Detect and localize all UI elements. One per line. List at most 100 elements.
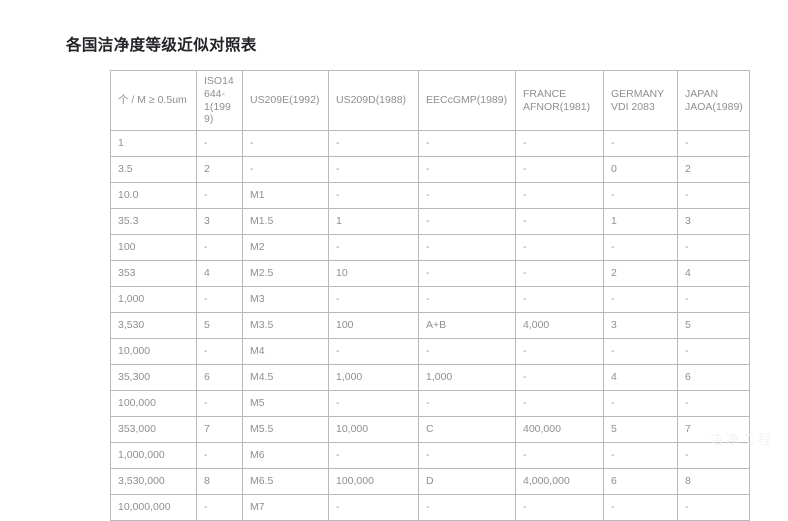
table-cell: 4	[196, 260, 243, 288]
table-cell: 1,000	[418, 364, 516, 392]
table-cell: -	[515, 286, 604, 314]
table-cell: -	[603, 130, 678, 158]
row-label-cell: 100	[110, 234, 197, 262]
table-cell: 1,000	[328, 364, 419, 392]
page-title: 各国洁净度等级近似对照表	[66, 37, 257, 55]
table-cell: M4.5	[242, 364, 329, 392]
table-cell: -	[515, 494, 604, 521]
table-row: 3.5 2- - - -0 2	[110, 156, 750, 184]
table-cell: -	[418, 390, 516, 418]
table-cell: -	[418, 286, 516, 314]
table-cell: -	[677, 182, 750, 210]
table-cell: -	[196, 286, 243, 314]
table-cell: D	[418, 468, 516, 496]
table-cell: 2	[196, 156, 243, 184]
row-label-cell: 3.5	[110, 156, 197, 184]
table-cell: -	[603, 182, 678, 210]
table-cell: M6.5	[242, 468, 329, 496]
column-header-1: ISO14644-1(1999)	[196, 69, 243, 132]
table-cell: -	[603, 390, 678, 418]
table-cell: 2	[677, 156, 750, 184]
table-cell: -	[515, 208, 604, 236]
table-cell: -	[328, 286, 419, 314]
table-row: 353,000 7 M5.5 10,000 C 400,000 5 7	[110, 416, 750, 444]
table-row: 1,000,000- M6- - - - -	[110, 442, 750, 470]
table-row: 3,530,000 8 M6.5 100,000 D 4,000,000 6 8	[110, 468, 750, 496]
table-cell: 6	[677, 364, 750, 392]
column-header-0: 个 / M ≥ 0.5um	[110, 69, 197, 132]
table-cell: 100	[328, 312, 419, 340]
table-cell: -	[677, 338, 750, 366]
table-cell: -	[515, 182, 604, 210]
table-cell: 6	[603, 468, 678, 496]
row-label-cell: 10,000,000	[110, 494, 197, 521]
table-cell: -	[515, 260, 604, 288]
table-cell: -	[328, 182, 419, 210]
table-cell: -	[515, 338, 604, 366]
table-cell: -	[515, 390, 604, 418]
table-cell: -	[515, 364, 604, 392]
table-row: 35,300 6 M4.5 1,000 1,000-4 6	[110, 364, 750, 392]
table-cell: -	[418, 260, 516, 288]
row-label-cell: 10,000	[110, 338, 197, 366]
table-row: 1,000- M3- - - - -	[110, 286, 750, 314]
column-header-7: JAPAN JAOA(1989)	[677, 69, 750, 132]
table-cell: M1	[242, 182, 329, 210]
table-row: 1-------	[110, 130, 750, 158]
table-row: 10,000- M4- - - - -	[110, 338, 750, 366]
table-cell: 3	[677, 208, 750, 236]
table-container: 个 / M ≥ 0.5um ISO14644-1(1999) US209E(1992…	[110, 69, 750, 521]
table-cell: M5.5	[242, 416, 329, 444]
table-cell: 4	[603, 364, 678, 392]
column-header-2: US209E(1992)	[242, 69, 329, 132]
table-cell: 6	[196, 364, 243, 392]
table-cell: 1	[603, 208, 678, 236]
table-cell: -	[328, 156, 419, 184]
table-cell: 8	[677, 468, 750, 496]
table-cell: 8	[196, 468, 243, 496]
table-cell: -	[196, 338, 243, 366]
table-cell: -	[418, 338, 516, 366]
table-cell: -	[328, 234, 419, 262]
table-row: 100,000- M5- - - - -	[110, 390, 750, 418]
table-cell: M2	[242, 234, 329, 262]
table-cell: -	[328, 338, 419, 366]
table-cell: -	[196, 390, 243, 418]
table-cell: 10	[328, 260, 419, 288]
table-cell: M7	[242, 494, 329, 521]
table-cell: M5	[242, 390, 329, 418]
table-cell: -	[328, 494, 419, 521]
table-cell: C	[418, 416, 516, 444]
table-cell: -	[677, 234, 750, 262]
row-label-cell: 1,000	[110, 286, 197, 314]
table-cell: 4,000	[515, 312, 604, 340]
table-cell: 4	[677, 260, 750, 288]
row-label-cell: 10.0	[110, 182, 197, 210]
table-cell: 5	[603, 416, 678, 444]
column-header-6: GERMANY VDI 2083	[603, 69, 678, 132]
table-cell: -	[328, 390, 419, 418]
cleanroom-class-comparison-table: 个 / M ≥ 0.5um ISO14644-1(1999) US209E(1992…	[110, 69, 750, 521]
table-cell: -	[515, 156, 604, 184]
table-cell: 0	[603, 156, 678, 184]
table-cell: -	[603, 442, 678, 470]
table-cell: -	[328, 130, 419, 158]
table-cell: -	[196, 234, 243, 262]
table-cell: -	[196, 494, 243, 521]
table-cell: 3	[196, 208, 243, 236]
table-cell: -	[603, 234, 678, 262]
table-body: 1- - - - - - -3.5 2- - - -0 2 10.0- M1- - - - -35.3 3 M1.5 1…	[110, 130, 750, 521]
table-cell: -	[677, 390, 750, 418]
table-cell: -	[677, 442, 750, 470]
row-label-cell: 353,000	[110, 416, 197, 444]
table-cell: M4	[242, 338, 329, 366]
table-cell: 10,000	[328, 416, 419, 444]
table-cell: -	[418, 156, 516, 184]
row-label-cell: 35.3	[110, 208, 197, 236]
table-cell: 400,000	[515, 416, 604, 444]
table-cell: -	[418, 442, 516, 470]
table-cell: 1	[328, 208, 419, 236]
table-row: 3,530 5 M3.5 100 A+B 4,000 3 5	[110, 312, 750, 340]
row-label-cell: 3,530,000	[110, 468, 197, 496]
table-cell: -	[418, 182, 516, 210]
